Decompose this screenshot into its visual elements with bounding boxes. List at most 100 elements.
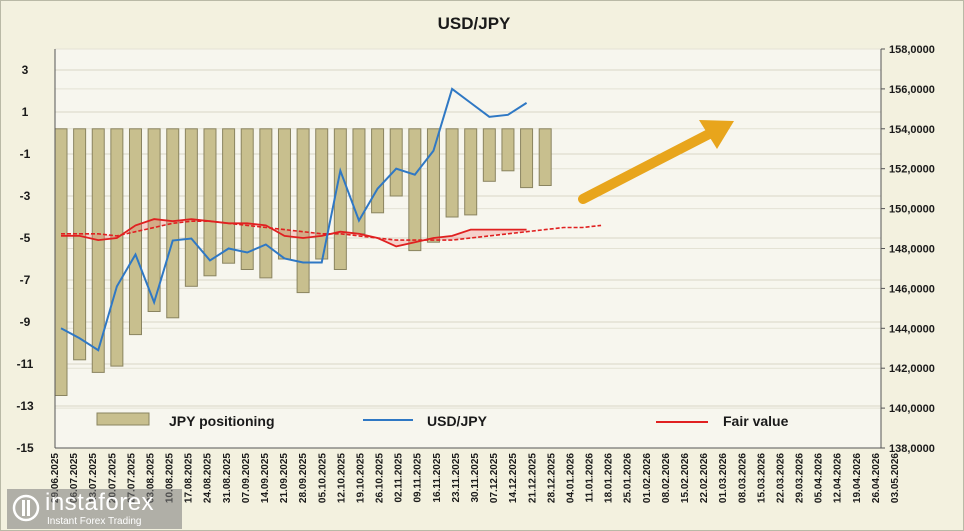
- x-tick-label: 25.01.2026: [623, 453, 634, 503]
- x-tick-label: 13.07.2025: [88, 453, 99, 503]
- x-tick-label: 02.11.2025: [394, 453, 405, 503]
- x-tick-label: 05.04.2026: [814, 453, 825, 503]
- x-tick-label: 23.11.2025: [451, 453, 462, 503]
- trend-arrow-head: [699, 120, 734, 149]
- right-tick-label: 144,0000: [889, 323, 935, 335]
- legend: JPY positioning USD/JPY Fair value: [96, 412, 789, 429]
- x-tick-label: 01.02.2026: [642, 453, 653, 503]
- x-tick-label: 19.10.2025: [355, 453, 366, 503]
- x-tick-label: 29.06.2025: [50, 453, 61, 503]
- bar-jpy-positioning: [73, 128, 87, 361]
- bar-jpy-positioning: [259, 128, 273, 279]
- x-tick-label: 28.12.2025: [546, 453, 557, 503]
- bar-jpy-positioning: [203, 128, 217, 277]
- x-tick-label: 03.05.2026: [890, 453, 901, 503]
- x-tick-label: 12.04.2026: [833, 453, 844, 503]
- fair-value-band: [61, 219, 527, 247]
- right-tick-label: 140,0000: [889, 403, 935, 415]
- right-tick-label: 152,0000: [889, 164, 935, 176]
- bar-jpy-positioning: [464, 128, 478, 216]
- bar-jpy-positioning: [296, 128, 310, 294]
- right-tick-label: 146,0000: [889, 283, 935, 295]
- bar-jpy-positioning: [184, 128, 198, 287]
- x-tick-label: 11.01.2026: [585, 453, 596, 503]
- x-tick-label: 08.03.2026: [737, 453, 748, 503]
- right-tick-label: 138,0000: [889, 443, 935, 455]
- watermark-tagline: Instant Forex Trading: [47, 516, 142, 527]
- x-tick-label: 28.09.2025: [298, 453, 309, 503]
- x-tick-label: 14.12.2025: [508, 453, 519, 503]
- axes: 3 1 -1 -3 -5 -7 -9 -11 -13 -15 158,0000 156,0000 154…: [16, 44, 935, 503]
- bar-jpy-positioning: [445, 128, 459, 218]
- x-tick-label: 07.12.2025: [489, 453, 500, 503]
- x-tick-label: 03.08.2025: [145, 453, 156, 503]
- legend-label-usdjpy: USD/JPY: [427, 413, 488, 429]
- right-tick-label: 148,0000: [889, 244, 935, 256]
- x-tick-label: 24.08.2025: [203, 453, 214, 503]
- x-tick-label: 18.01.2026: [604, 453, 615, 503]
- bar-jpy-positioning: [166, 128, 180, 319]
- bar-jpy-positioning: [333, 128, 347, 270]
- x-tick-label: 15.02.2026: [680, 453, 691, 503]
- x-tick-label: 22.03.2026: [775, 453, 786, 503]
- bar-jpy-positioning: [426, 128, 440, 243]
- bar-jpy-positioning: [277, 128, 291, 260]
- x-tick-label: 14.09.2025: [260, 453, 271, 503]
- bar-jpy-positioning: [240, 128, 254, 270]
- legend-label-fair-value: Fair value: [723, 413, 789, 429]
- left-tick-label: -1: [20, 147, 31, 161]
- x-tick-label: 22.02.2026: [699, 453, 710, 503]
- legend-label-positioning: JPY positioning: [169, 413, 275, 429]
- bar-jpy-positioning: [520, 128, 534, 189]
- x-tick-label: 16.11.2025: [432, 453, 443, 503]
- left-tick-label: -13: [16, 399, 34, 413]
- x-tick-label: 10.08.2025: [165, 453, 176, 503]
- x-tick-label: 26.10.2025: [375, 453, 386, 503]
- left-tick-label: -9: [20, 315, 31, 329]
- x-tick-label: 29.03.2026: [795, 453, 806, 503]
- bar-jpy-positioning: [222, 128, 236, 264]
- right-tick-label: 142,0000: [889, 363, 935, 375]
- x-tick-label: 01.03.2026: [718, 453, 729, 503]
- bar-jpy-positioning: [91, 128, 105, 373]
- left-tick-label: -5: [20, 231, 31, 245]
- x-tick-label: 06.07.2025: [69, 453, 80, 503]
- x-tick-label: 07.09.2025: [241, 453, 252, 503]
- right-tick-label: 158,0000: [889, 44, 935, 56]
- left-tick-label: -3: [20, 189, 31, 203]
- bar-jpy-positioning: [54, 128, 68, 397]
- series-line-usdjpy: [60, 87, 528, 352]
- instaforex-logo-icon: [12, 494, 40, 522]
- x-tick-label: 21.09.2025: [279, 453, 290, 503]
- right-tick-label: 150,0000: [889, 204, 935, 216]
- right-tick-label: 156,0000: [889, 84, 935, 96]
- bar-jpy-positioning: [408, 128, 422, 252]
- x-tick-label: 04.01.2026: [565, 453, 576, 503]
- watermark-brand: instaforex: [45, 489, 155, 516]
- x-tick-label: 15.03.2026: [756, 453, 767, 503]
- x-tick-label: 17.08.2025: [184, 453, 195, 503]
- right-tick-label: 154,0000: [889, 124, 935, 136]
- trend-arrow: [578, 120, 734, 204]
- watermark: instaforex Instant Forex Trading: [7, 489, 182, 529]
- bar-jpy-positioning: [501, 128, 515, 172]
- x-tick-label: 05.10.2025: [317, 453, 328, 503]
- left-tick-label: -11: [17, 357, 34, 371]
- x-tick-label: 12.10.2025: [336, 453, 347, 503]
- chart-title: USD/JPY: [438, 14, 511, 33]
- series-lines: [60, 87, 602, 352]
- legend-swatch-positioning: [96, 412, 150, 426]
- x-tick-label: 31.08.2025: [222, 453, 233, 503]
- x-tick-label: 08.02.2026: [661, 453, 672, 503]
- bar-jpy-positioning: [538, 128, 552, 187]
- x-tick-label: 21.12.2025: [527, 453, 538, 503]
- bar-jpy-positioning: [389, 128, 403, 197]
- x-tick-label: 27.07.2025: [126, 453, 137, 503]
- bar-jpy-positioning: [371, 128, 385, 214]
- left-tick-label: -15: [16, 441, 34, 455]
- x-tick-label: 19.04.2026: [852, 453, 863, 503]
- series-line-fair-value: [61, 218, 527, 248]
- bar-jpy-positioning: [110, 128, 124, 367]
